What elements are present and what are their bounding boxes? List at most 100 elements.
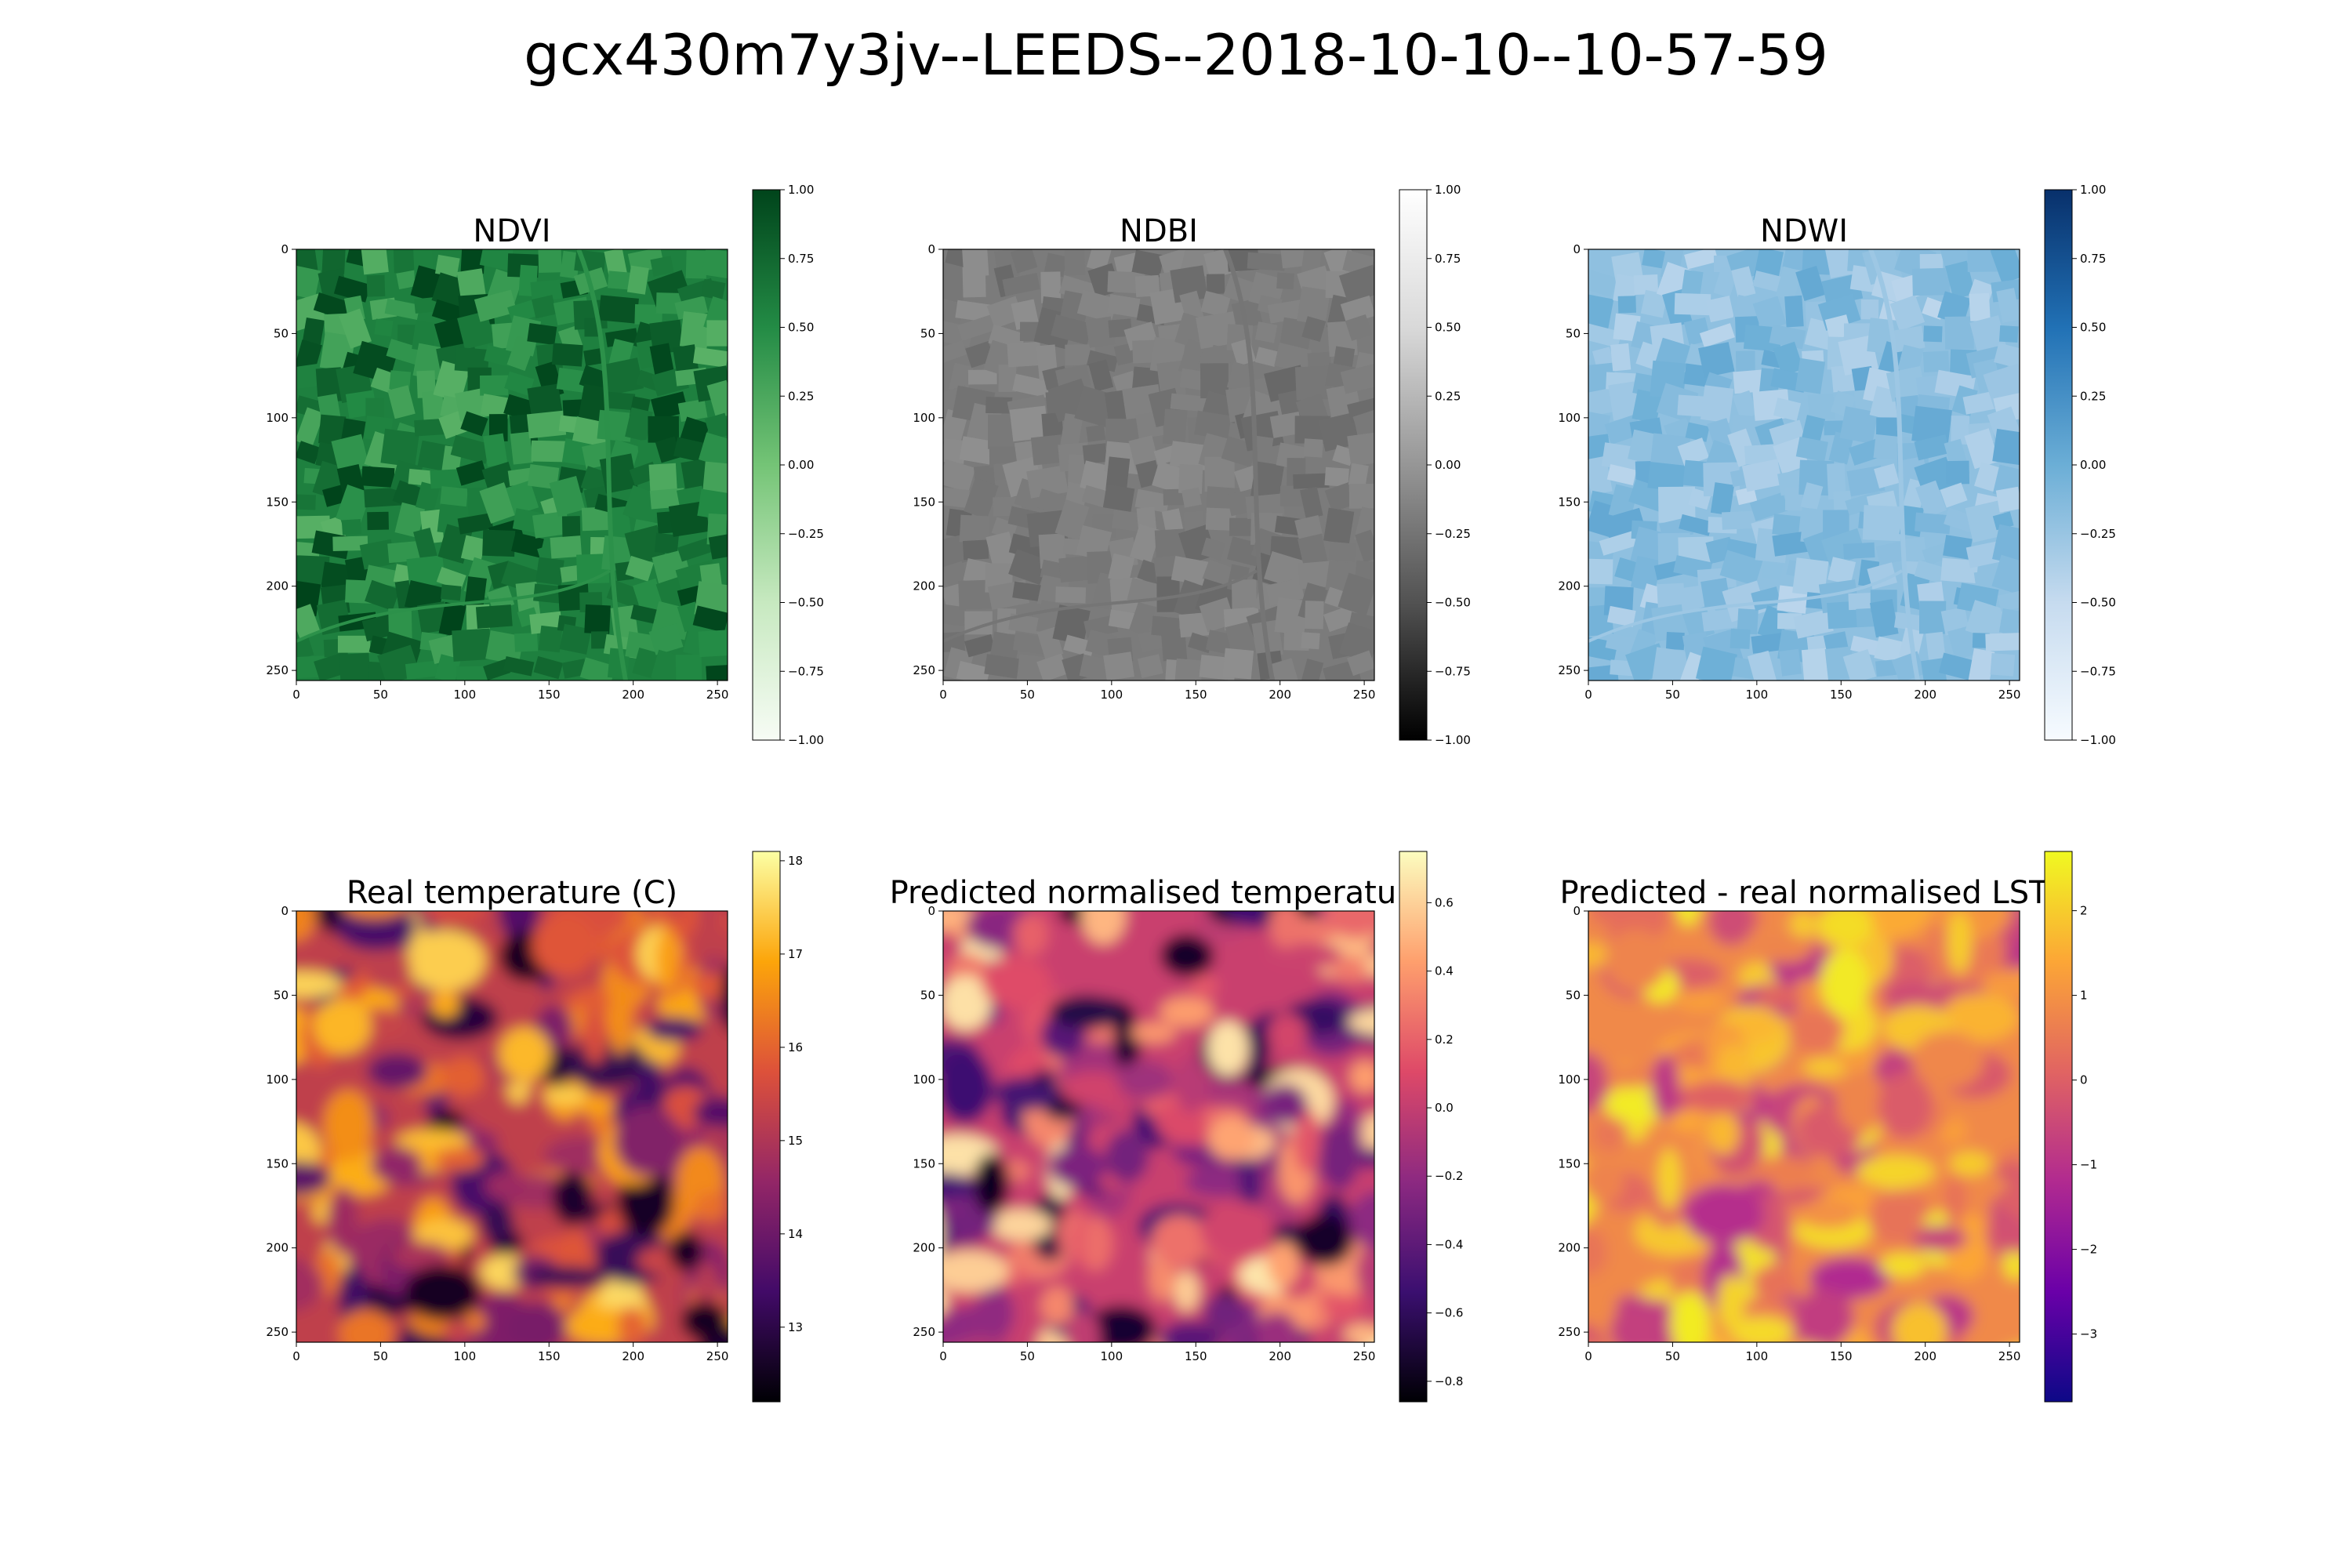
axes-frame	[942, 910, 1375, 1343]
y-tick-label: 150	[266, 495, 289, 509]
y-tick-label: 200	[913, 1241, 935, 1255]
y-tick-label: 0	[281, 242, 289, 256]
x-tick-label: 0	[1584, 1349, 1592, 1363]
panel-title: NDVI	[473, 213, 550, 249]
y-tick-label: 150	[913, 1156, 935, 1171]
colorbar-tick-label: 0.50	[2080, 321, 2106, 335]
y-tick-label: 200	[1558, 579, 1581, 593]
colorbar-tick-label: 2	[2080, 904, 2088, 918]
axes-frame	[296, 910, 728, 1343]
colorbar-tick-label: 17	[788, 947, 803, 961]
panel-4: Real temperature (C)0 50 100 150 200 25005010…	[266, 851, 803, 1403]
colorbar-tick-label: −0.25	[788, 527, 824, 541]
colorbar-tick-label: 0.25	[2080, 389, 2106, 403]
x-tick-label: 200	[622, 688, 644, 702]
colorbar-tick-label: 0.25	[1435, 389, 1461, 403]
y-tick-label: 0	[281, 904, 289, 918]
colorbar-tick-label: −0.6	[1435, 1306, 1463, 1320]
x-tick-label: 250	[1998, 688, 2021, 702]
colorbar-tick-label: 0.75	[2080, 252, 2106, 266]
x-tick-label: 150	[1185, 688, 1207, 702]
x-tick-label: 250	[1353, 1349, 1376, 1363]
colorbar-tick-label: −2	[2080, 1243, 2097, 1257]
colorbar	[2044, 189, 2073, 741]
y-tick-label: 0	[1573, 242, 1581, 256]
y-tick-label: 0	[1573, 904, 1581, 918]
y-tick-label: 200	[266, 579, 289, 593]
x-tick-label: 50	[373, 688, 388, 702]
colorbar-tick-label: 0.6	[1435, 895, 1454, 909]
colorbar-tick-label: 13	[788, 1320, 803, 1334]
x-tick-label: 150	[1830, 688, 1853, 702]
x-tick-label: 100	[454, 1349, 477, 1363]
x-tick-label: 0	[939, 1349, 947, 1363]
y-tick-label: 50	[1566, 988, 1581, 1002]
colorbar-tick-label: 0.4	[1435, 964, 1454, 978]
x-tick-label: 250	[1353, 688, 1376, 702]
colorbar	[1399, 851, 1428, 1403]
y-tick-label: 100	[913, 411, 935, 425]
colorbar-tick-label: 1.00	[788, 183, 814, 197]
colorbar-tick-label: −1.00	[788, 733, 824, 747]
heatmap-image	[296, 249, 728, 681]
x-tick-label: 50	[373, 1349, 388, 1363]
x-tick-label: 50	[1665, 688, 1680, 702]
y-tick-label: 150	[1558, 1156, 1581, 1171]
x-tick-label: 200	[1914, 688, 1936, 702]
x-tick-label: 200	[1269, 688, 1291, 702]
x-tick-label: 150	[538, 688, 561, 702]
y-tick-label: 200	[913, 579, 935, 593]
x-tick-label: 0	[1584, 688, 1592, 702]
colorbar-tick-label: −0.50	[788, 596, 824, 610]
x-tick-label: 150	[1185, 1349, 1207, 1363]
y-tick-label: 150	[1558, 495, 1581, 509]
panel-2: NDBI 0 50 100 150 200 250 0 50 100 150 200 250 1.00 0.…	[913, 183, 1471, 747]
x-tick-label: 100	[1746, 688, 1769, 702]
colorbar-tick-label: −0.25	[2080, 527, 2116, 541]
panel-title: NDBI	[1120, 213, 1198, 249]
x-tick-label: 150	[1830, 1349, 1853, 1363]
heatmap-image	[296, 911, 728, 1342]
colorbar	[2044, 851, 2073, 1403]
y-tick-label: 50	[920, 988, 935, 1002]
heatmap-image	[943, 249, 1374, 681]
colorbar-tick-label: 0	[2080, 1073, 2088, 1087]
heatmap-image	[1588, 911, 2020, 1342]
heatmap-image	[943, 911, 1374, 1342]
x-tick-label: 200	[1914, 1349, 1936, 1363]
y-tick-label: 50	[920, 326, 935, 340]
colorbar-tick-label: 0.00	[788, 458, 814, 472]
colorbar-tick-label: 0.00	[1435, 458, 1461, 472]
x-tick-label: 200	[622, 1349, 644, 1363]
colorbar-tick-label: 0.75	[1435, 252, 1461, 266]
y-tick-label: 0	[927, 904, 935, 918]
x-tick-label: 250	[1998, 1349, 2021, 1363]
x-tick-label: 50	[1665, 1349, 1680, 1363]
x-tick-label: 100	[1101, 1349, 1123, 1363]
x-tick-label: 0	[939, 688, 947, 702]
colorbar-tick-label: −0.75	[2080, 664, 2116, 678]
colorbar-tick-label: 16	[788, 1040, 803, 1054]
heatmap-image	[1588, 249, 2020, 681]
y-tick-label: 250	[1558, 1325, 1581, 1339]
y-tick-label: 0	[927, 242, 935, 256]
y-tick-label: 250	[913, 1325, 935, 1339]
x-tick-label: 200	[1269, 1349, 1291, 1363]
colorbar	[752, 189, 781, 741]
axes-frame	[942, 249, 1375, 681]
colorbar-tick-label: 1.00	[1435, 183, 1461, 197]
panel-title: NDWI	[1760, 213, 1848, 249]
colorbar-tick-label: −0.2	[1435, 1169, 1463, 1183]
colorbar-tick-label: 0.50	[1435, 321, 1461, 335]
y-tick-label: 100	[1558, 411, 1581, 425]
y-tick-label: 150	[266, 1156, 289, 1171]
colorbar-tick-label: −0.75	[788, 664, 824, 678]
panel-title: Predicted normalised temperature	[890, 875, 1428, 911]
colorbar-tick-label: 0.25	[788, 389, 814, 403]
axes-frame	[1588, 910, 2020, 1343]
x-tick-label: 0	[292, 688, 300, 702]
